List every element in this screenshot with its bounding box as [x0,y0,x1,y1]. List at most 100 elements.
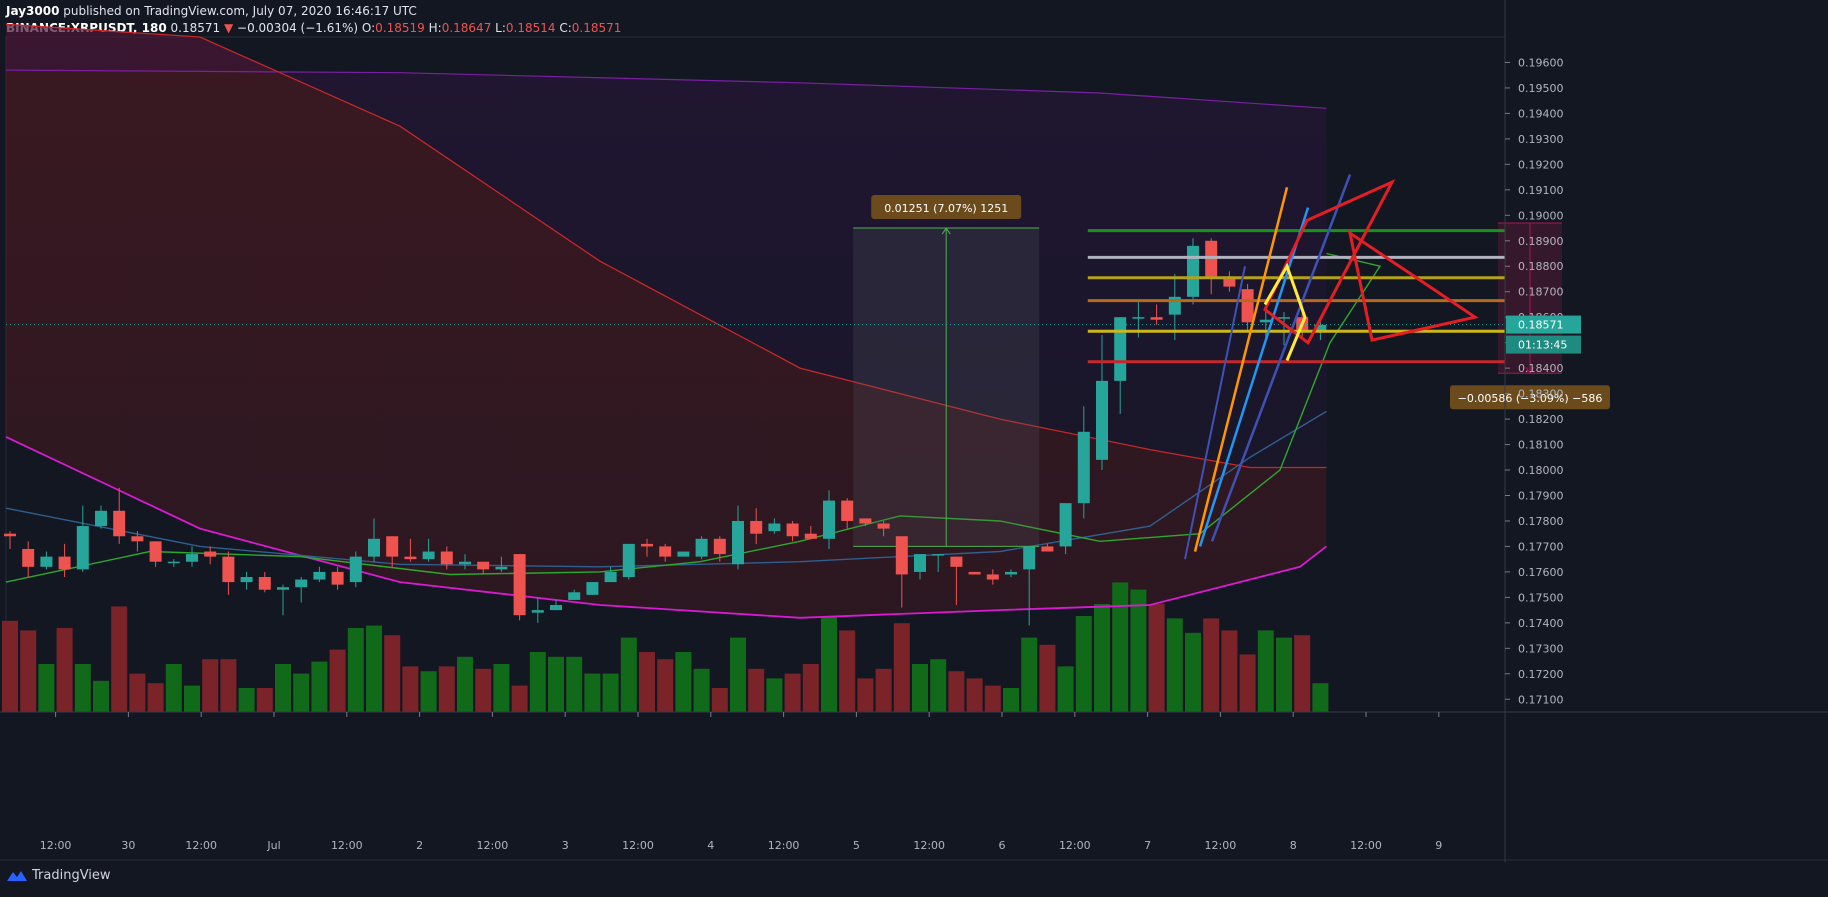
time-tick-label: 12:00 [622,839,654,852]
last-price: 0.18571 [170,21,221,35]
volume-bar [220,659,237,712]
magenta-ma-line [5,436,1327,619]
volume-bar [1239,654,1256,712]
volume-bar [93,680,109,712]
volume-bar [202,659,219,712]
time-tick-label: 12:00 [185,839,217,852]
volume-bar [620,637,637,712]
candle-body [732,520,744,565]
red-triangle[interactable] [1347,229,1479,342]
candle-body [914,554,926,572]
candle-body [404,556,417,560]
price-tick-label: 0.17500 [1518,591,1564,604]
price-tick-label: 0.18800 [1518,260,1564,273]
volume-bar [548,656,564,712]
volume-bar [366,625,382,712]
price-tick-label: 0.17900 [1518,489,1564,502]
arrow-up-icon [941,227,951,235]
volume-bar [1094,604,1110,712]
candle-body [604,571,617,583]
volume-bar [165,664,182,712]
close-value: 0.18571 [571,21,622,35]
red-wedge-upper[interactable] [1263,179,1396,345]
candle-body [1187,245,1199,297]
volume-bar [256,688,273,712]
volume-bar [566,656,583,712]
candle-body [695,538,708,557]
candlesticks [4,238,1327,626]
candle-body [513,554,526,616]
candle-body [859,518,872,524]
trendline-blue-2[interactable] [1210,174,1352,542]
time-tick-label: 9 [1435,839,1442,852]
volume-bar [56,628,73,712]
volume-bar [1003,688,1019,712]
author-name[interactable]: Jay3000 [6,4,60,18]
candle-body [895,536,908,575]
volume-bar [1312,683,1329,712]
candle-body [440,551,453,565]
volume-bar [930,659,947,712]
candle-body [1150,317,1163,320]
candle-body [258,577,271,590]
high-value: 0.18647 [441,21,492,35]
time-tick-label: 3 [562,839,569,852]
candle-body [823,500,835,539]
candle-body [1278,317,1290,319]
trendline-blue-1[interactable] [1198,207,1310,547]
measure-up-label: 0.01251 (7.07%) 1251 [884,202,1008,215]
volume-bar [529,652,546,712]
volume-bar [711,688,728,712]
axes[interactable]: 0.17100 0.17200 0.17300 0.17400 0.17500 0.176… [0,0,1828,862]
price-tick-label: 0.19200 [1518,158,1564,171]
candle-body [222,556,235,583]
volume-bar [857,678,874,712]
tradingview-footer[interactable]: TradingView [6,868,111,883]
drawings[interactable] [1184,174,1479,560]
candle-body [131,536,144,542]
low-label: L: [495,21,506,35]
yellow-zigzag[interactable] [1263,262,1307,362]
volume-bar [584,673,601,712]
trendline-orange[interactable] [1193,186,1289,552]
candle-body [495,566,508,570]
volume-bar [984,685,1001,712]
candle-body [531,610,544,613]
candle-body [968,571,981,575]
countdown-label: 01:13:45 [1518,339,1567,352]
candle-body [40,556,53,567]
volume-bar [402,666,419,712]
volume-bar [730,637,746,712]
volume-bar [1257,630,1274,712]
candle-body [568,592,581,600]
time-tick-label: 8 [1290,839,1297,852]
candle-body [1059,503,1072,547]
candle-body [331,571,344,585]
arrow-down-icon [1525,366,1535,375]
price-chart[interactable]: 0.01251 (7.07%) 1251 −0.00586 (−3.09%) −5… [0,0,1828,862]
volume-bars [2,582,1329,712]
candle-body [986,574,999,580]
trendline-blue-3[interactable] [1184,266,1246,560]
price-tick-label: 0.17100 [1518,693,1564,706]
volume-bar [238,688,255,712]
volume-bar [384,635,401,712]
candle-body [1096,380,1108,460]
volume-bar [675,652,692,712]
price-tick-label: 0.17200 [1518,668,1564,681]
volume-bar [438,666,455,712]
candle-body [240,577,253,583]
volume-bar [784,673,801,712]
current-price-tag[interactable] [1506,315,1581,334]
red-band-fill [6,24,1327,618]
volume-bar [766,678,783,712]
horizontal-levels[interactable] [6,229,1505,364]
candle-body [1077,431,1090,504]
candle-body [550,605,562,611]
volume-bar [511,685,528,712]
price-tick-label: 0.17600 [1518,566,1564,579]
volume-bar [821,616,837,712]
volume-bar [1148,604,1165,712]
candle-body [641,543,653,547]
volume-bar [1112,582,1129,712]
